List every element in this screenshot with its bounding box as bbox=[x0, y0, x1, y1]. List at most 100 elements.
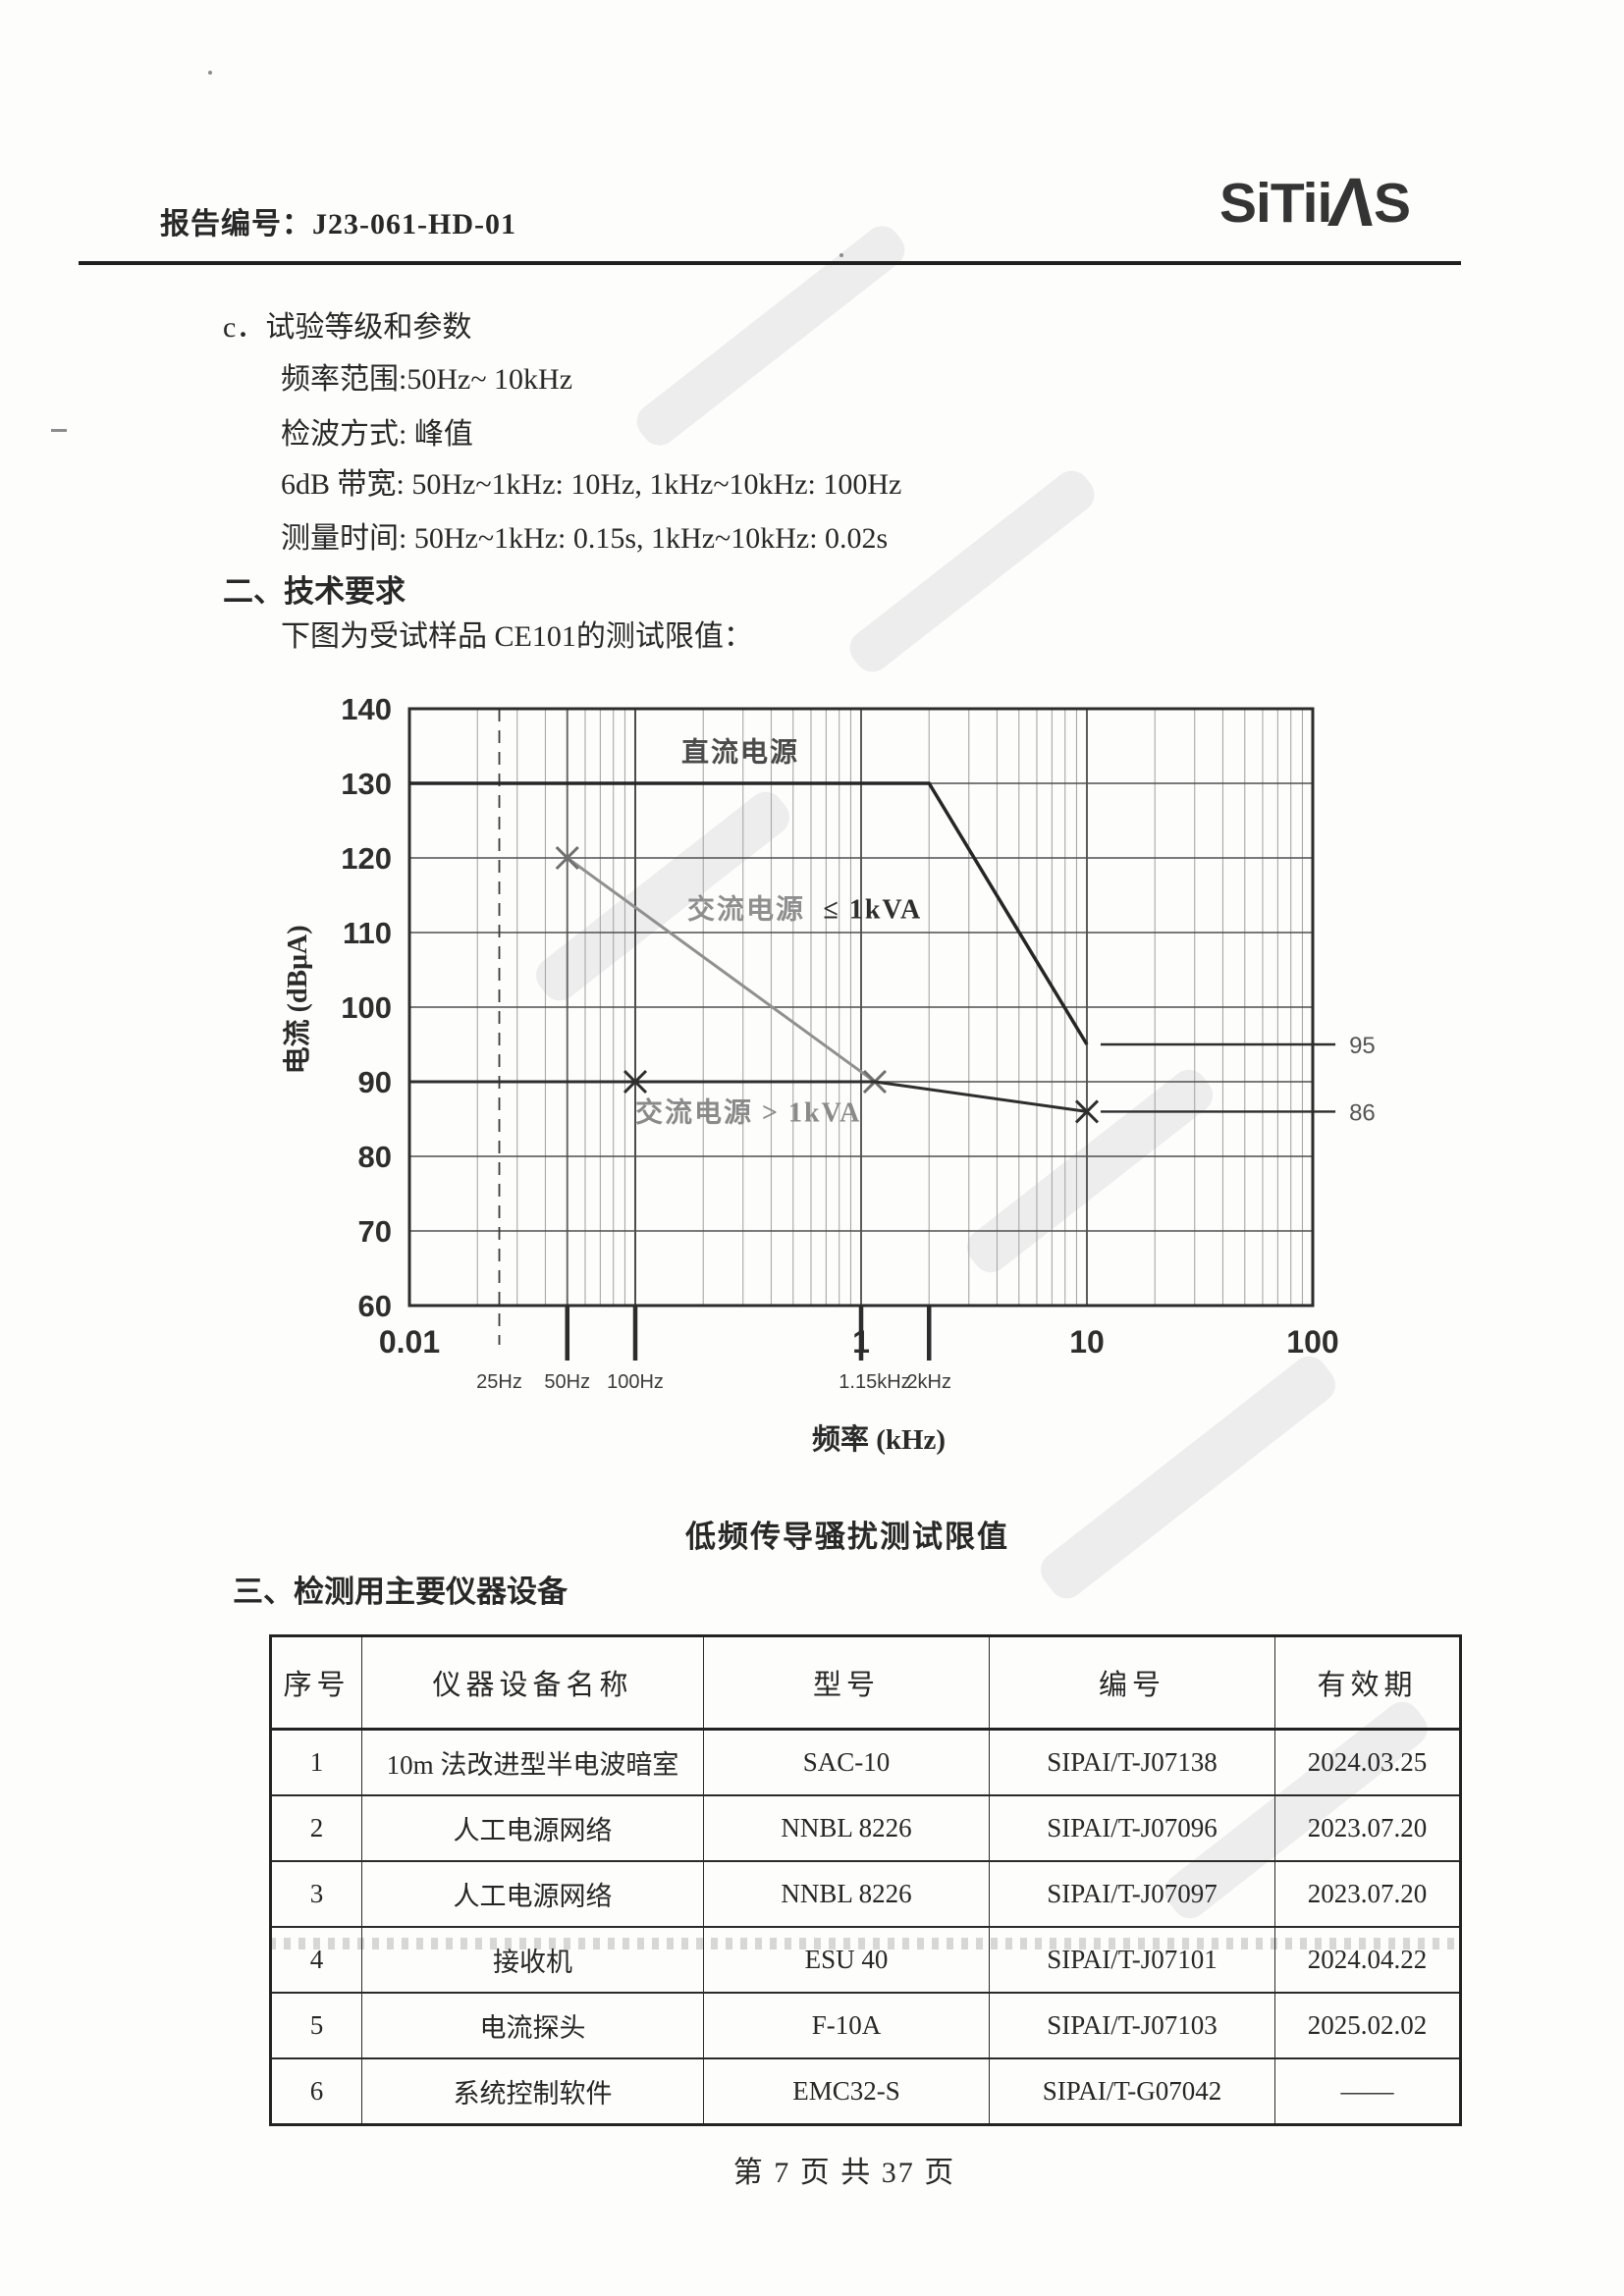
table-header-row: 序号 仪器设备名称 型号 编号 有效期 bbox=[269, 1634, 1462, 1731]
param-line-measure-time: 测量时间: 50Hz~1kHz: 0.15s, 1kHz~10kHz: 0.02… bbox=[281, 522, 889, 555]
x-minor-label: 25Hz bbox=[476, 1371, 522, 1393]
item-c-title: c．试验等级和参数 bbox=[223, 311, 472, 344]
table-cell: SIPAI/T-J07138 bbox=[989, 1728, 1275, 1796]
x-minor-label: 100Hz bbox=[607, 1371, 664, 1393]
table-cell: F-10A bbox=[703, 1992, 990, 2059]
curve-annotation: 交流电源 > 1kVA bbox=[635, 1095, 861, 1128]
series-marker-x bbox=[1074, 1099, 1100, 1124]
series-line-0 bbox=[409, 781, 1089, 1045]
y-tick-label: 70 bbox=[358, 1214, 392, 1249]
y-tick-label: 60 bbox=[358, 1289, 392, 1323]
col-header-serial: 编号 bbox=[989, 1634, 1275, 1731]
y-tick-label: 100 bbox=[341, 990, 392, 1025]
logo-text-right: S bbox=[1374, 172, 1411, 236]
section3-title: 三、检测用主要仪器设备 bbox=[233, 1575, 568, 1609]
table-cell: NNBL 8226 bbox=[703, 1794, 990, 1862]
instrument-table: 序号 仪器设备名称 型号 编号 有效期 1 10m 法改进型半电波暗室 SAC-10… bbox=[269, 1634, 1462, 2126]
header-divider bbox=[79, 261, 1461, 265]
scan-speck bbox=[51, 429, 67, 432]
y-tick-label: 130 bbox=[341, 767, 392, 801]
table-cell: 4 bbox=[269, 1926, 362, 1994]
col-header-index: 序号 bbox=[269, 1634, 362, 1731]
table-cell: 2024.04.22 bbox=[1274, 1926, 1462, 1994]
page-footer: 第 7 页 共 37 页 bbox=[732, 2157, 956, 2189]
report-number: 报告编号：J23-061-HD-01 bbox=[160, 199, 516, 242]
table-cell: SIPAI/T-J07097 bbox=[989, 1860, 1275, 1928]
y-tick-label: 90 bbox=[358, 1065, 392, 1099]
col-header-name: 仪器设备名称 bbox=[361, 1634, 704, 1731]
table-cell: 6 bbox=[269, 2057, 362, 2126]
param-line-bandwidth: 6dB 带宽: 50Hz~1kHz: 10Hz, 1kHz~10kHz: 100… bbox=[281, 468, 902, 501]
table-row: 2 人工电源网络 NNBL 8226 SIPAI/T-J07096 2023.07.20 bbox=[269, 1794, 1462, 1862]
table-cell: 3 bbox=[269, 1860, 362, 1928]
y-tick-label: 120 bbox=[341, 841, 392, 876]
table-cell: 2025.02.02 bbox=[1274, 1992, 1462, 2059]
table-cell: 系统控制软件 bbox=[361, 2057, 704, 2126]
instrument-table-header: 序号 仪器设备名称 型号 编号 有效期 bbox=[269, 1634, 1462, 1731]
series-line-2 bbox=[409, 1080, 1088, 1113]
table-cell: SIPAI/T-J07096 bbox=[989, 1794, 1275, 1862]
table-cell: 2023.07.20 bbox=[1274, 1860, 1462, 1928]
level-line-label: 95 bbox=[1349, 1033, 1376, 1059]
x-minor-label: 2kHz bbox=[906, 1371, 951, 1393]
table-cell: SIPAI/T-G07042 bbox=[989, 2057, 1275, 2126]
curve-annotation: 直流电源 bbox=[681, 736, 799, 768]
table-cell: NNBL 8226 bbox=[703, 1860, 990, 1928]
param-line-detector: 检波方式: 峰值 bbox=[281, 418, 473, 451]
y-tick-label: 110 bbox=[343, 916, 392, 950]
series-marker-x bbox=[555, 845, 579, 871]
curve-annotation: 交流电源 bbox=[687, 893, 805, 926]
table-row: 3 人工电源网络 NNBL 8226 SIPAI/T-J07097 2023.07.20 bbox=[269, 1860, 1462, 1928]
series-line-1 bbox=[566, 856, 876, 1084]
x-minor-label: 1.15kHz bbox=[839, 1371, 910, 1393]
col-header-validity: 有效期 bbox=[1274, 1634, 1462, 1731]
table-cell: 5 bbox=[269, 1992, 362, 2059]
x-tick-label: 100 bbox=[1286, 1324, 1338, 1360]
table-cell: 2 bbox=[269, 1794, 362, 1862]
x-axis-title: 频率 (kHz) bbox=[812, 1422, 946, 1456]
ce101-limit-chart: 140130120110100908070600.0111010025Hz50H… bbox=[282, 692, 1376, 1456]
table-cell: SAC-10 bbox=[703, 1728, 990, 1796]
section2-intro: 下图为受试样品 CE101的测试限值： bbox=[281, 620, 753, 653]
table-row: 1 10m 法改进型半电波暗室 SAC-10 SIPAI/T-J07138 2024.0… bbox=[269, 1728, 1462, 1796]
logo-triangle-a: Λ bbox=[1326, 164, 1380, 240]
y-tick-label: 140 bbox=[341, 692, 392, 726]
table-row: 6 系统控制软件 EMC32-S SIPAI/T-G07042 —— bbox=[269, 2057, 1462, 2126]
y-tick-label: 80 bbox=[358, 1140, 392, 1174]
table-cell: ESU 40 bbox=[703, 1926, 990, 1994]
table-cell: SIPAI/T-J07101 bbox=[989, 1926, 1275, 1994]
report-number-label: 报告编号： bbox=[160, 208, 312, 240]
scan-speck bbox=[208, 71, 212, 75]
y-axis-title: 电流 (dBμA) bbox=[282, 925, 313, 1074]
col-header-model: 型号 bbox=[703, 1634, 990, 1731]
table-row: 5 电流探头 F-10A SIPAI/T-J07103 2025.02.02 bbox=[269, 1992, 1462, 2059]
series-marker-x bbox=[623, 1069, 648, 1095]
logo-text-left: SiTii bbox=[1219, 172, 1332, 236]
level-line-label: 86 bbox=[1349, 1099, 1376, 1126]
table-cell: —— bbox=[1274, 2057, 1462, 2126]
table-cell: 1 bbox=[269, 1728, 362, 1796]
param-line-frequency-range: 频率范围:50Hz~ 10kHz bbox=[281, 363, 573, 396]
table-cell: 2023.07.20 bbox=[1274, 1794, 1462, 1862]
table-cell: SIPAI/T-J07103 bbox=[989, 1992, 1275, 2059]
x-minor-label: 50Hz bbox=[544, 1371, 590, 1393]
x-tick-label: 10 bbox=[1069, 1324, 1105, 1360]
company-logo: SiTii Λ S bbox=[1219, 164, 1411, 240]
chart-caption: 低频传导骚扰测试限值 bbox=[685, 1520, 1009, 1554]
x-tick-label: 0.01 bbox=[379, 1324, 440, 1360]
table-cell: EMC32-S bbox=[703, 2057, 990, 2126]
watermark-stroke bbox=[629, 219, 912, 453]
table-cell: 人工电源网络 bbox=[361, 1860, 704, 1928]
table-cell: 电流探头 bbox=[361, 1992, 704, 2059]
table-row: 4 接收机 ESU 40 SIPAI/T-J07101 2024.04.22 bbox=[269, 1926, 1462, 1994]
report-number-value: J23-061-HD-01 bbox=[312, 208, 516, 240]
table-cell: 接收机 bbox=[361, 1926, 704, 1994]
section2-title: 二、技术要求 bbox=[223, 574, 406, 609]
table-cell: 2024.03.25 bbox=[1274, 1728, 1462, 1796]
instrument-table-body: 1 10m 法改进型半电波暗室 SAC-10 SIPAI/T-J07138 2024.0… bbox=[269, 1728, 1462, 2126]
scan-speck bbox=[839, 253, 843, 257]
table-cell: 人工电源网络 bbox=[361, 1794, 704, 1862]
table-cell: 10m 法改进型半电波暗室 bbox=[361, 1728, 704, 1796]
curve-annotation: ≤ 1kVA bbox=[823, 895, 922, 926]
